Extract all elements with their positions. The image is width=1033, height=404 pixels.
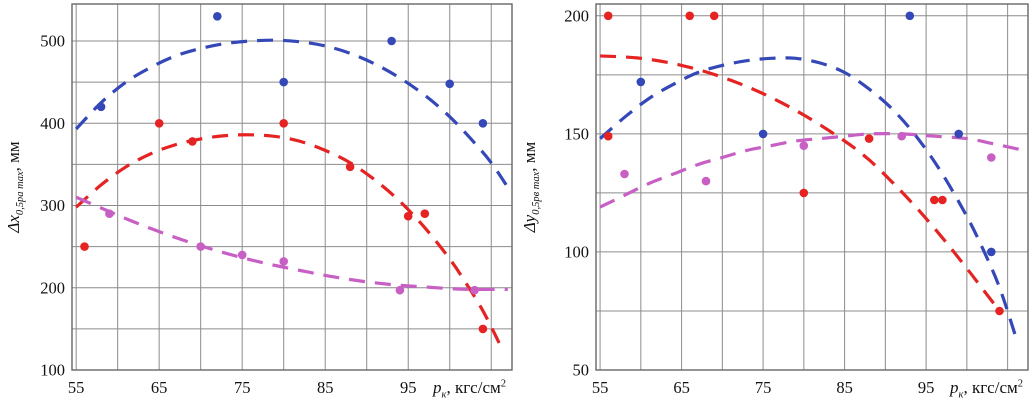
y-axis-symbol: Δx — [3, 215, 23, 233]
x-tick-label: 85 — [317, 378, 334, 397]
red-series-data-point — [603, 131, 613, 141]
y-axis-title-delta-y: Δy0,5рв max, мм — [520, 142, 542, 233]
magenta-series-data-point — [105, 209, 114, 218]
magenta-series-data-point — [620, 169, 629, 179]
y-tick-label: 150 — [564, 124, 589, 143]
red-series-data-point — [403, 211, 413, 221]
blue-series-data-point — [478, 119, 488, 128]
y-tick-label: 300 — [40, 196, 65, 215]
red-series-data-point — [864, 134, 874, 143]
red-series-data-point — [420, 209, 430, 218]
x-axis-symbol: p — [433, 377, 442, 397]
red-series-data-point — [279, 119, 289, 128]
x-tick-label: 75 — [755, 378, 772, 397]
red-series-data-point — [709, 11, 719, 21]
x-axis-unit-exponent: 2 — [1017, 377, 1023, 389]
y-tick-label: 200 — [564, 6, 589, 25]
blue-series-data-point — [905, 11, 915, 21]
magenta-series-data-point — [701, 176, 711, 186]
x-axis-title-delta-x: pк, кгс/см2 — [433, 378, 506, 400]
blue-series-data-point — [387, 36, 396, 46]
red-series-data-point — [938, 195, 947, 205]
magenta-series-data-point — [395, 285, 405, 295]
red-series-data-point — [478, 324, 488, 334]
y-axis-subscript: 0,5ра max — [15, 171, 27, 216]
magenta-series-data-point — [799, 141, 809, 150]
blue-series-data-point — [279, 77, 289, 87]
y-tick-label: 500 — [40, 32, 65, 51]
y-tick-label: 100 — [40, 361, 65, 380]
red-series-data-point — [603, 11, 613, 21]
blue-series-data-point — [445, 79, 455, 89]
blue-series-data-point — [213, 11, 222, 21]
y-axis-unit: , мм — [3, 141, 23, 172]
blue-series-data-point — [96, 102, 106, 112]
blue-series-trend-curve — [74, 38, 510, 189]
x-tick-label: 95 — [918, 378, 935, 397]
red-series-data-point — [80, 242, 89, 251]
x-tick-label: 85 — [836, 378, 853, 397]
magenta-series-trend-curve — [599, 132, 1025, 209]
y-axis-subscript: 0,5рв max — [531, 171, 543, 215]
magenta-series-data-point — [279, 257, 289, 266]
plot-border — [595, 3, 1029, 371]
blue-series-data-point — [954, 129, 963, 139]
magenta-series-data-point — [237, 250, 247, 260]
x-axis-title-delta-y: pк, кгс/см2 — [950, 378, 1023, 400]
x-axis-unit-exponent: 2 — [500, 377, 506, 389]
blue-series-data-point — [987, 247, 996, 257]
magenta-series-data-point — [987, 153, 996, 162]
red-series-data-point — [685, 11, 694, 21]
y-axis-symbol: Δy — [519, 214, 539, 233]
magenta-series-data-point — [897, 131, 906, 141]
plot-border — [71, 3, 513, 371]
red-series-data-point — [995, 306, 1004, 316]
red-series-data-point — [799, 188, 809, 198]
red-series-data-point — [345, 162, 355, 172]
blue-series-data-point — [758, 129, 768, 139]
x-axis-subscript: к — [958, 389, 964, 400]
chart-delta-x: 55 65 75 85 95 100 200 300 400 500 Δx0,5ра max, м… — [0, 0, 516, 404]
magenta-series-trend-curve — [75, 195, 508, 292]
y-tick-label: 100 — [564, 242, 589, 261]
y-tick-label: 400 — [40, 114, 65, 133]
y-axis-title-delta-x: Δx0,5ра max, мм — [4, 141, 26, 232]
blue-series-trend-curve — [599, 56, 1018, 338]
y-axis-unit: , мм — [519, 141, 539, 172]
y-tick-label: 200 — [40, 278, 65, 297]
y-tick-label: 50 — [573, 361, 590, 380]
x-axis-unit: , кгс/см — [446, 377, 501, 397]
red-series-data-point — [188, 137, 197, 146]
red-series-data-point — [154, 119, 164, 128]
blue-series-data-point — [636, 77, 646, 87]
chart-canvas-delta-y: 55 65 75 85 95 50 100 150 200 — [564, 3, 1029, 397]
x-tick-label: 65 — [673, 378, 690, 397]
x-axis-symbol: p — [950, 377, 959, 397]
magenta-series-data-point — [196, 242, 205, 251]
red-series-data-point — [930, 195, 939, 205]
x-tick-label: 95 — [400, 378, 417, 397]
magenta-series-data-point — [470, 285, 479, 295]
x-tick-label: 55 — [68, 378, 85, 397]
x-axis-subscript: к — [441, 389, 447, 400]
x-tick-label: 55 — [592, 378, 609, 397]
chart-canvas-delta-x: 55 65 75 85 95 100 200 300 400 500 — [40, 3, 513, 397]
chart-delta-y: 55 65 75 85 95 50 100 150 200 Δy0,5рв max, мм pк… — [516, 0, 1033, 404]
x-axis-unit: , кгс/см — [963, 377, 1018, 397]
x-tick-label: 75 — [234, 378, 251, 397]
x-tick-label: 65 — [151, 378, 168, 397]
red-series-trend-curve — [75, 133, 501, 345]
red-series-trend-curve — [599, 54, 1001, 312]
